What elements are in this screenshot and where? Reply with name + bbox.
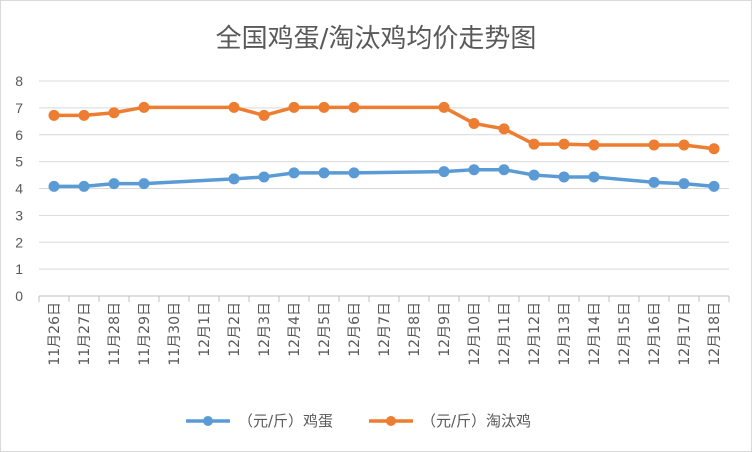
y-tick-label: 7	[15, 100, 23, 116]
y-tick-label: 6	[15, 127, 23, 143]
x-tick-label: 12月17日	[677, 302, 693, 366]
data-point	[648, 176, 660, 188]
y-tick-label: 2	[15, 234, 23, 250]
series-line	[52, 105, 716, 151]
data-point	[108, 107, 120, 119]
x-tick-label: 11月30日	[167, 302, 183, 366]
data-point	[138, 178, 150, 190]
data-point	[288, 101, 300, 113]
data-point	[348, 101, 360, 113]
data-point	[678, 139, 690, 151]
legend: （元/斤）鸡蛋 （元/斤）淘汰鸡	[186, 412, 531, 430]
y-tick-label: 8	[15, 73, 23, 89]
data-point	[48, 109, 60, 121]
data-point	[468, 164, 480, 176]
x-tick-label: 12月2日	[227, 302, 243, 357]
legend-label: （元/斤）鸡蛋	[238, 412, 333, 430]
data-point	[498, 164, 510, 176]
data-point	[78, 109, 90, 121]
data-point	[558, 171, 570, 183]
y-tick-label: 5	[15, 154, 23, 170]
x-tick-label: 12月13日	[557, 302, 573, 366]
legend-entry: （元/斤）淘汰鸡	[369, 412, 531, 430]
legend-entry: （元/斤）鸡蛋	[186, 412, 333, 430]
x-tick-label: 11月27日	[77, 302, 93, 366]
series-line	[52, 167, 716, 189]
x-tick-labels: 11月26日 11月27日 11月28日 11月29日 11月30日 12月1日 12月2日…	[47, 302, 723, 366]
x-tick-label: 11月28日	[107, 302, 123, 366]
data-point	[438, 166, 450, 178]
x-tick-label: 11月26日	[47, 302, 63, 366]
data-point	[258, 109, 270, 121]
x-tick-label: 12月1日	[197, 302, 213, 357]
data-point	[708, 180, 720, 192]
x-tick-label: 12月12日	[527, 302, 543, 366]
data-point	[528, 169, 540, 181]
data-point	[108, 178, 120, 190]
data-point	[588, 139, 600, 151]
data-point	[288, 167, 300, 179]
data-point	[348, 167, 360, 179]
x-tick-label: 12月15日	[617, 302, 633, 366]
data-point	[78, 180, 90, 192]
data-point	[318, 167, 330, 179]
data-point	[318, 101, 330, 113]
data-point	[138, 101, 150, 113]
x-tick-label: 12月10日	[467, 302, 483, 366]
data-point	[708, 143, 720, 155]
x-tick-label: 12月6日	[347, 302, 363, 357]
y-tick-label: 3	[15, 207, 23, 223]
y-tick-label: 1	[15, 261, 23, 277]
data-point	[558, 138, 570, 150]
data-point	[468, 117, 480, 129]
x-tick-label: 12月7日	[377, 302, 393, 357]
legend-marker	[203, 416, 213, 426]
data-point	[258, 171, 270, 183]
x-tick-label: 11月29日	[137, 302, 153, 366]
x-tick-label: 12月9日	[437, 302, 453, 357]
y-tick-label: 4	[15, 181, 23, 197]
data-point	[228, 173, 240, 185]
legend-label: （元/斤）淘汰鸡	[421, 412, 531, 430]
chart-title: 全国鸡蛋/淘汰鸡均价走势图	[216, 24, 537, 54]
x-tick-label: 12月8日	[407, 302, 423, 357]
data-point	[528, 138, 540, 150]
series-0	[48, 164, 720, 192]
data-point	[48, 180, 60, 192]
axes	[38, 295, 730, 302]
data-point	[438, 101, 450, 113]
x-tick-label: 12月3日	[257, 302, 273, 357]
x-tick-label: 12月16日	[647, 302, 663, 366]
legend-marker	[386, 416, 396, 426]
series-lines	[48, 101, 720, 192]
x-tick-label: 12月4日	[287, 302, 303, 357]
data-point	[648, 139, 660, 151]
y-tick-label: 0	[15, 288, 23, 304]
data-point	[588, 171, 600, 183]
data-point	[228, 101, 240, 113]
x-tick-label: 12月11日	[497, 302, 513, 366]
x-tick-label: 12月5日	[317, 302, 333, 357]
x-tick-label: 12月14日	[587, 302, 603, 366]
x-tick-label: 12月18日	[707, 302, 723, 366]
series-1	[48, 101, 720, 155]
data-point	[498, 123, 510, 135]
data-point	[678, 178, 690, 190]
y-tick-labels: 0 1 2 3 4 5 6 7 8	[15, 73, 23, 304]
